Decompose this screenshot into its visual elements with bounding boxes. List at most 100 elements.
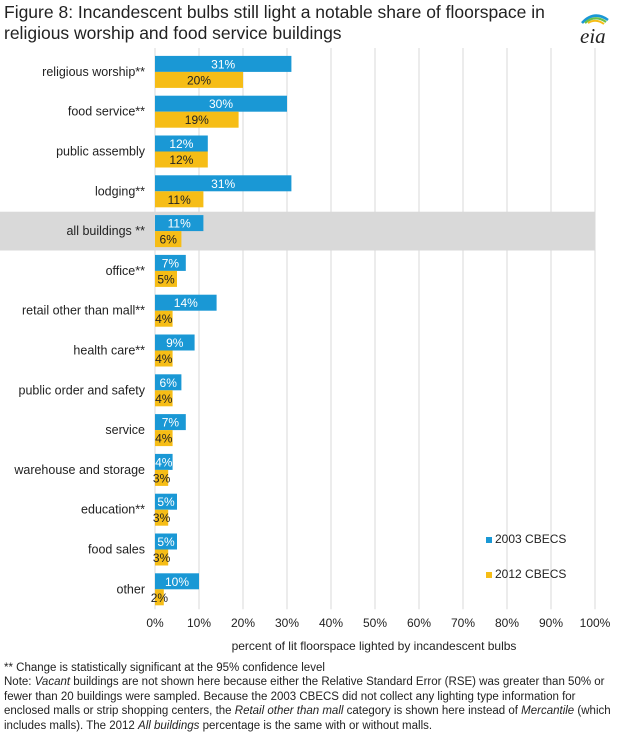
bar-2003 — [155, 493, 177, 510]
bar-2012 — [155, 430, 173, 447]
data-label: 6% — [160, 233, 178, 247]
bar-2003 — [155, 374, 182, 391]
significance-note: ** Change is statistically significant a… — [4, 662, 325, 674]
category-label: other — [117, 582, 146, 596]
x-tick-label: 50% — [363, 616, 387, 630]
bar-2003 — [155, 414, 186, 431]
bar-2012 — [155, 390, 173, 407]
x-tick-label: 80% — [495, 616, 519, 630]
category-label: religious worship** — [42, 65, 145, 79]
note-segment: All buildings — [138, 719, 200, 732]
bar-2012 — [155, 151, 208, 168]
data-label: 12% — [169, 153, 193, 167]
x-tick-label: 30% — [275, 616, 299, 630]
bar-2012 — [155, 111, 239, 128]
category-label: warehouse and storage — [13, 463, 145, 477]
data-label: 5% — [157, 272, 175, 286]
methodology-note: Note: Vacant buildings are not shown her… — [4, 675, 614, 733]
bar-2003 — [155, 55, 292, 72]
data-label: 14% — [174, 296, 198, 310]
x-tick-label: 60% — [407, 616, 431, 630]
bar-2012 — [155, 270, 177, 287]
category-label: food sales — [88, 543, 145, 557]
x-tick-label: 0% — [146, 616, 164, 630]
bar-2012 — [155, 350, 173, 367]
legend-label: 2012 CBECS — [495, 567, 566, 581]
x-axis-label: percent of lit floorspace lighted by inc… — [232, 639, 517, 653]
bar-2003 — [155, 334, 195, 351]
category-label: all buildings ** — [66, 224, 145, 238]
bar-2012 — [155, 310, 173, 327]
legend-swatch — [486, 537, 492, 543]
x-tick-label: 10% — [187, 616, 211, 630]
bar-2012 — [155, 469, 169, 486]
data-label: 4% — [155, 432, 173, 446]
bar-2003 — [155, 573, 199, 590]
category-label: office** — [106, 264, 146, 278]
data-label: 3% — [153, 471, 171, 485]
category-label: service — [105, 423, 145, 437]
data-label: 31% — [211, 57, 235, 71]
note-segment: category is shown here instead of — [343, 705, 522, 718]
data-label: 11% — [168, 193, 191, 207]
note-segment: Note: — [4, 676, 35, 689]
chart-title: Figure 8: Incandescent bulbs still light… — [4, 2, 545, 43]
bar-2003 — [155, 215, 204, 232]
bar-2012 — [155, 589, 164, 606]
bar-2003 — [155, 453, 173, 470]
data-label: 4% — [155, 312, 173, 326]
category-label: lodging** — [95, 184, 145, 198]
note-segment: Vacant — [34, 676, 71, 689]
data-label: 3% — [153, 511, 171, 525]
x-tick-label: 20% — [231, 616, 255, 630]
note-segment: buildings are not shown here because eit… — [4, 676, 605, 718]
bar-2012 — [155, 231, 182, 248]
x-tick-label: 70% — [451, 616, 475, 630]
category-label: retail other than mall** — [22, 304, 145, 318]
bar-2003 — [155, 533, 177, 550]
bar-2003 — [155, 95, 287, 112]
highlight-band — [0, 211, 595, 251]
x-tick-label: 90% — [539, 616, 563, 630]
data-label: 20% — [187, 73, 211, 87]
note-segment: Retail other than mall — [234, 705, 344, 718]
bar-2012 — [155, 191, 204, 208]
data-label: 11% — [168, 217, 191, 231]
data-label: 4% — [155, 455, 173, 469]
note-segment: (which includes malls). The 2012 — [4, 705, 611, 732]
data-label: 5% — [157, 535, 175, 549]
eia-logo: eia — [580, 14, 609, 48]
data-label: 5% — [157, 495, 175, 509]
footnotes: ** Change is statistically significant a… — [4, 661, 614, 733]
data-label: 7% — [162, 256, 180, 270]
bar-2003 — [155, 175, 292, 192]
bar-2012 — [155, 549, 169, 566]
x-tick-label: 100% — [580, 616, 611, 630]
category-label: health care** — [73, 344, 145, 358]
x-tick-label: 40% — [319, 616, 343, 630]
data-label: 19% — [185, 113, 209, 127]
data-label: 7% — [162, 416, 180, 430]
category-label: public order and safety — [19, 383, 146, 397]
logo-text: eia — [580, 24, 606, 48]
bar-2003 — [155, 294, 217, 311]
data-label: 31% — [211, 177, 235, 191]
data-label: 30% — [209, 97, 233, 111]
category-label: public assembly — [56, 145, 146, 159]
data-label: 2% — [151, 591, 169, 605]
data-label: 4% — [155, 352, 173, 366]
category-label: education** — [81, 503, 145, 517]
bar-2012 — [155, 509, 169, 526]
data-label: 3% — [153, 551, 171, 565]
data-label: 4% — [155, 392, 173, 406]
bar-chart: 31%20%30%19%12%12%31%11%11%6%7%5%14%4%9%… — [0, 48, 611, 653]
data-label: 9% — [166, 336, 184, 350]
bar-2012 — [155, 71, 243, 88]
bar-2003 — [155, 135, 208, 152]
note-segment: percentage is the same with or without m… — [199, 719, 433, 732]
bar-2003 — [155, 254, 186, 271]
data-label: 12% — [169, 137, 193, 151]
data-label: 10% — [165, 575, 189, 589]
note-segment: Mercantile — [521, 705, 575, 718]
data-label: 6% — [160, 376, 178, 390]
